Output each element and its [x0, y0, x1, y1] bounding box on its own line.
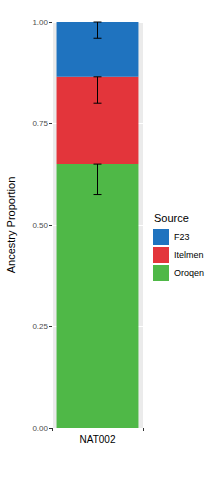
svg-text:Itelmen: Itelmen: [174, 250, 204, 260]
svg-text:0.00: 0.00: [32, 424, 48, 433]
svg-text:Ancestry Proportion: Ancestry Proportion: [5, 177, 17, 274]
svg-text:Oroqen: Oroqen: [174, 268, 204, 278]
svg-text:F23: F23: [174, 232, 190, 242]
svg-text:1.00: 1.00: [32, 18, 48, 27]
svg-text:0.50: 0.50: [32, 221, 48, 230]
svg-text:NAT002: NAT002: [80, 434, 116, 445]
svg-text:0.25: 0.25: [32, 322, 48, 331]
svg-text:Source: Source: [154, 212, 189, 224]
svg-text:0.75: 0.75: [32, 119, 48, 128]
